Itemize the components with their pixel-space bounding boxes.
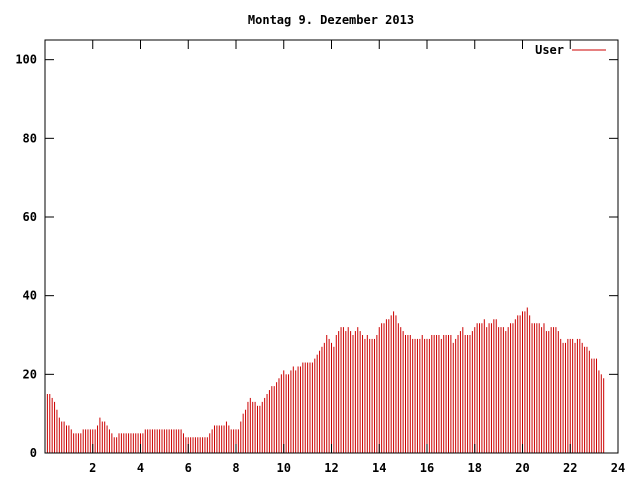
y-tick-label: 20 xyxy=(23,367,37,381)
chart-title: Montag 9. Dezember 2013 xyxy=(248,13,414,27)
x-tick-label: 18 xyxy=(468,461,482,475)
legend-label: User xyxy=(535,43,564,57)
bars-group xyxy=(44,307,605,453)
x-tick-label: 16 xyxy=(420,461,434,475)
x-tick-label: 6 xyxy=(185,461,192,475)
y-tick-label: 0 xyxy=(30,446,37,460)
y-tick-label: 100 xyxy=(15,53,37,67)
x-tick-label: 2 xyxy=(89,461,96,475)
x-tick-label: 4 xyxy=(137,461,144,475)
y-tick-label: 60 xyxy=(23,210,37,224)
legend: User xyxy=(535,43,606,57)
x-tick-label: 24 xyxy=(611,461,625,475)
x-tick-label: 20 xyxy=(515,461,529,475)
x-tick-label: 22 xyxy=(563,461,577,475)
x-tick-label: 8 xyxy=(232,461,239,475)
x-tick-label: 14 xyxy=(372,461,386,475)
y-tick-label: 80 xyxy=(23,131,37,145)
x-tick-label: 12 xyxy=(324,461,338,475)
x-tick-label: 10 xyxy=(277,461,291,475)
y-tick-label: 40 xyxy=(23,289,37,303)
